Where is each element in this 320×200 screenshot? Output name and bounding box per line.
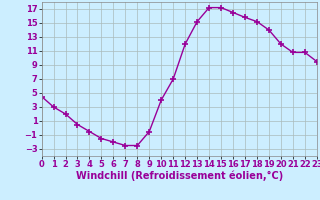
X-axis label: Windchill (Refroidissement éolien,°C): Windchill (Refroidissement éolien,°C) [76,171,283,181]
